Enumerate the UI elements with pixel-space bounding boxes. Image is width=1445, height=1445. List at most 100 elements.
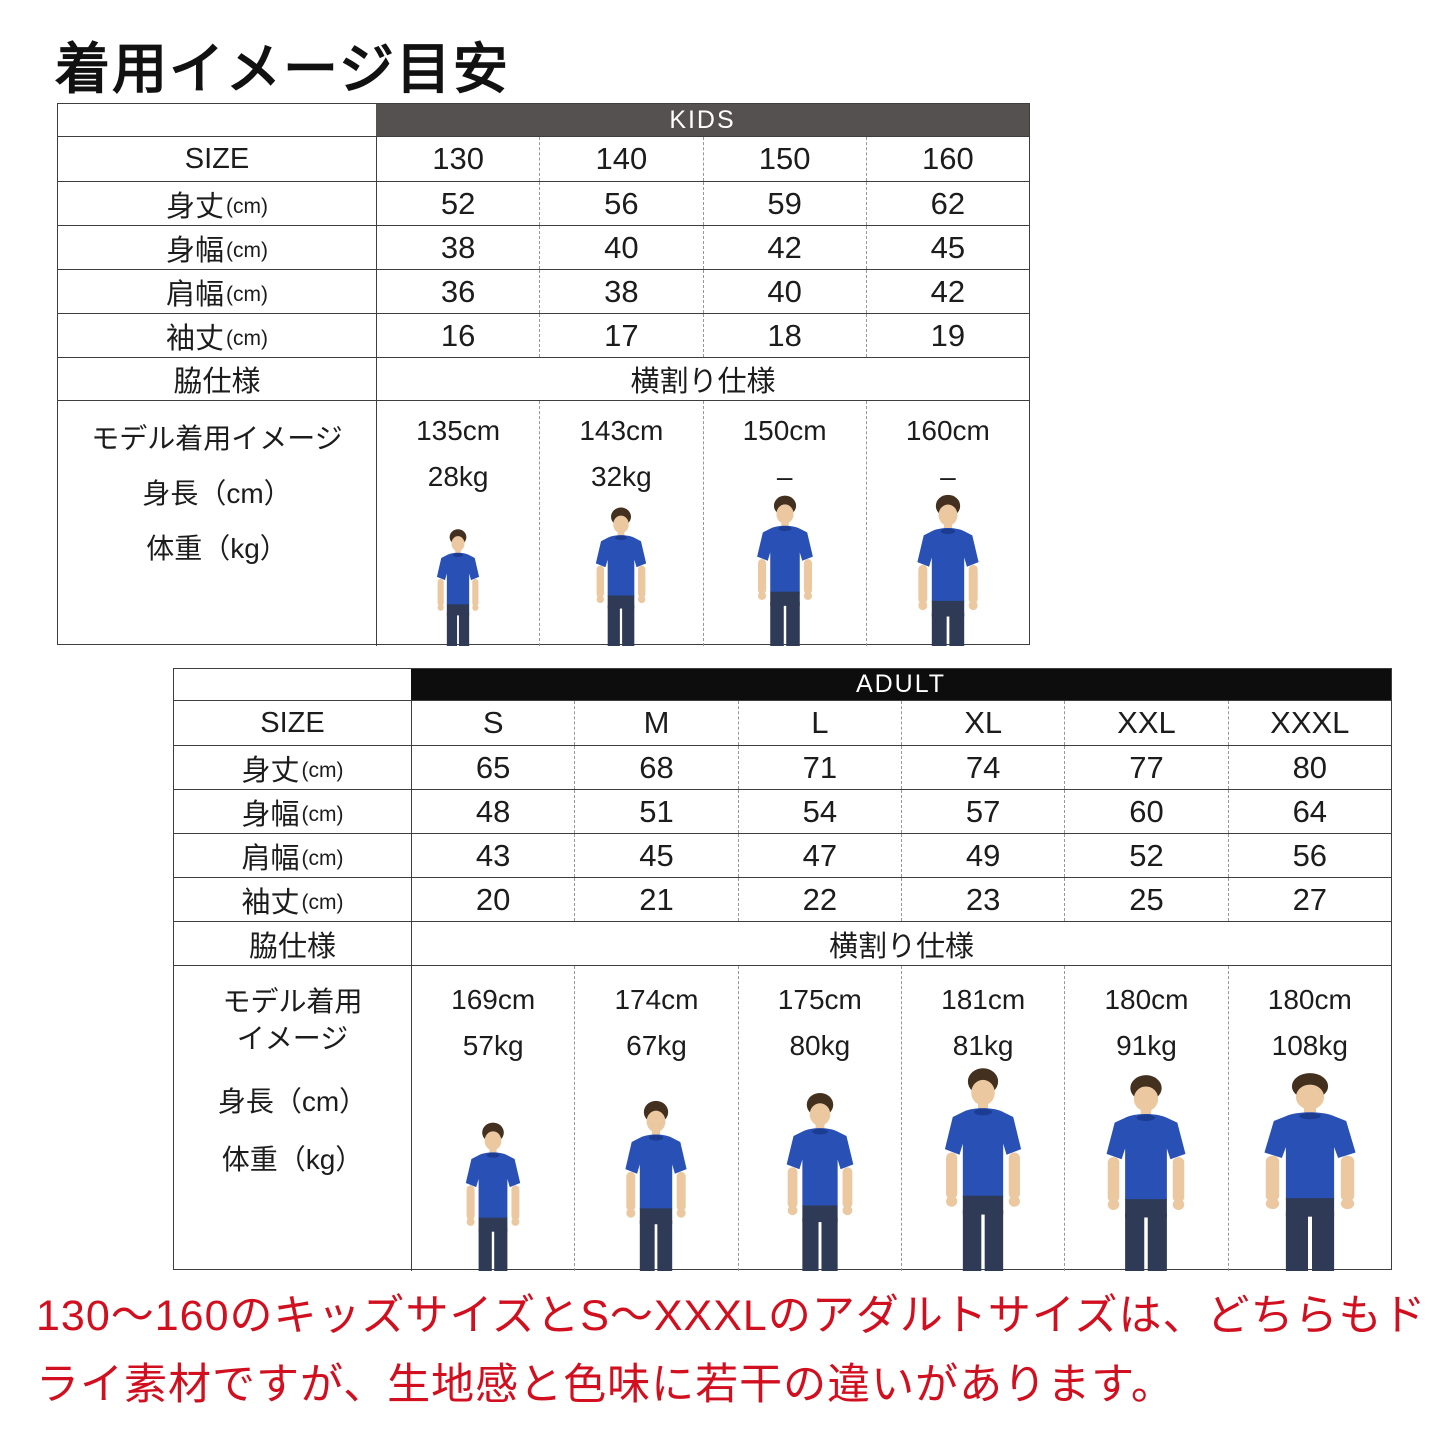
cell-value: 49	[900, 834, 1064, 877]
model-weight: 91kg	[1116, 1030, 1177, 1062]
model-photo	[1107, 1075, 1186, 1271]
adult-size-xxxl: XXXL	[1227, 701, 1391, 745]
cell-value: 19	[865, 314, 1029, 357]
cell-value: 42	[865, 270, 1029, 313]
adult-model-l: 175cm 80kg	[737, 966, 901, 1271]
kids-side-spec-row: 脇仕様 横割り仕様	[58, 358, 1029, 401]
kids-model-row: モデル着用イメージ 身長（cm） 体重（kg） 135cm 28kg 143cm…	[58, 401, 1029, 646]
cell-value: 36	[376, 270, 539, 313]
cell-value: 20	[411, 878, 574, 921]
model-height: 181cm	[941, 984, 1026, 1015]
model-row-label: モデル着用 イメージ 身長（cm） 体重（kg）	[217, 986, 368, 1175]
row-label: 身丈 (cm)	[166, 190, 268, 223]
cell-value: 65	[411, 746, 574, 789]
adult-size-l: L	[737, 701, 901, 745]
model-photo	[945, 1068, 1022, 1271]
model-photo	[756, 495, 813, 646]
adult-size-table: ADULT SIZE S M L XL XXL XXXL 身丈 (cm) 65 6…	[173, 668, 1392, 1271]
cell-value: 47	[737, 834, 901, 877]
kids-header-bar: KIDS	[376, 104, 1029, 136]
model-height: 175cm	[777, 984, 862, 1015]
page-title: 着用イメージ目安	[55, 38, 510, 100]
kids-model-150: 150cm –	[702, 401, 866, 646]
adult-header-row: ADULT	[174, 669, 1391, 701]
size-row-label: SIZE	[260, 706, 325, 739]
cell-value: 21	[574, 878, 737, 921]
adult-model-s: 169cm 57kg	[411, 966, 574, 1271]
model-photo	[625, 1100, 688, 1271]
model-weight: 67kg	[626, 1030, 687, 1062]
cell-value: 80	[1227, 746, 1391, 789]
side-spec-value: 横割り仕様	[376, 358, 1029, 400]
adult-model-row: モデル着用 イメージ 身長（cm） 体重（kg） 169cm 57kg 174c…	[174, 966, 1391, 1271]
model-height: 180cm	[1104, 984, 1189, 1015]
kids-size-row: SIZE 130 140 150 160	[58, 137, 1029, 182]
model-height: 169cm	[451, 984, 536, 1015]
model-height: 180cm	[1267, 984, 1352, 1015]
adult-row-shoulder-width: 肩幅 (cm) 43 45 47 49 52 56	[174, 834, 1391, 878]
adult-header-bar: ADULT	[411, 669, 1391, 700]
cell-value: 27	[1227, 878, 1391, 921]
model-row-label: モデル着用イメージ 身長（cm） 体重（kg）	[91, 423, 343, 564]
adult-size-xl: XL	[900, 701, 1064, 745]
cell-value: 60	[1064, 790, 1227, 833]
row-label: 身丈 (cm)	[241, 754, 344, 787]
adult-size-m: M	[574, 701, 737, 745]
side-spec-label: 脇仕様	[248, 930, 336, 963]
adult-group-label: ADULT	[855, 670, 947, 698]
model-height: 150cm	[742, 415, 827, 446]
kids-model-130: 135cm 28kg	[376, 401, 539, 646]
kids-size-160: 160	[865, 137, 1029, 181]
model-height: 135cm	[416, 415, 501, 446]
cell-value: 40	[702, 270, 866, 313]
cell-value: 68	[574, 746, 737, 789]
model-photo	[1264, 1073, 1356, 1271]
adult-model-xxl: 180cm 91kg	[1064, 966, 1227, 1271]
model-weight: 32kg	[591, 461, 652, 493]
kids-size-130: 130	[376, 137, 539, 181]
adult-size-row: SIZE S M L XL XXL XXXL	[174, 701, 1391, 746]
adult-size-xxl: XXL	[1064, 701, 1227, 745]
adult-side-spec-row: 脇仕様 横割り仕様	[174, 922, 1391, 966]
footnote: 130〜160のキッズサイズとS〜XXXLのアダルトサイズは、どちらもドライ素材…	[36, 1292, 1427, 1409]
row-label: 身幅 (cm)	[166, 234, 268, 267]
adult-model-xl: 181cm 81kg	[900, 966, 1064, 1271]
kids-model-140: 143cm 32kg	[539, 401, 702, 646]
side-spec-label: 脇仕様	[173, 366, 261, 398]
cell-value: 62	[865, 182, 1029, 225]
adult-model-xxxl: 180cm 108kg	[1227, 966, 1391, 1271]
model-photo	[786, 1092, 854, 1271]
cell-value: 45	[574, 834, 737, 877]
model-weight: 28kg	[427, 461, 489, 493]
adult-size-s: S	[411, 701, 574, 745]
row-label: 身幅 (cm)	[241, 798, 344, 831]
model-weight: 57kg	[462, 1030, 524, 1062]
cell-value: 54	[737, 790, 901, 833]
cell-value: 18	[702, 314, 866, 357]
kids-row-body-length: 身丈 (cm) 52 56 59 62	[58, 182, 1029, 226]
cell-value: 51	[574, 790, 737, 833]
cell-value: 71	[737, 746, 901, 789]
kids-row-body-width: 身幅 (cm) 38 40 42 45	[58, 226, 1029, 270]
kids-row-sleeve-length: 袖丈 (cm) 16 17 18 19	[58, 314, 1029, 358]
cell-value: 17	[539, 314, 702, 357]
kids-group-label: KIDS	[669, 105, 736, 134]
cell-value: 43	[411, 834, 574, 877]
model-weight: 81kg	[952, 1030, 1014, 1062]
cell-value: 42	[702, 226, 866, 269]
cell-value: 40	[539, 226, 702, 269]
model-height: 174cm	[614, 984, 699, 1015]
model-weight: –	[776, 461, 793, 493]
kids-size-table: KIDS SIZE 130 140 150 160 身丈 (cm) 52 56 5…	[57, 103, 1030, 646]
cell-value: 64	[1227, 790, 1391, 833]
row-label: 袖丈 (cm)	[166, 322, 268, 355]
row-label: 袖丈 (cm)	[241, 886, 344, 919]
model-height: 143cm	[579, 415, 664, 446]
cell-value: 38	[539, 270, 702, 313]
adult-model-m: 174cm 67kg	[574, 966, 737, 1271]
model-photo	[465, 1122, 521, 1271]
kids-header-row: KIDS	[58, 104, 1029, 137]
kids-size-140: 140	[539, 137, 702, 181]
adult-header-blank	[174, 669, 411, 700]
cell-value: 22	[737, 878, 901, 921]
